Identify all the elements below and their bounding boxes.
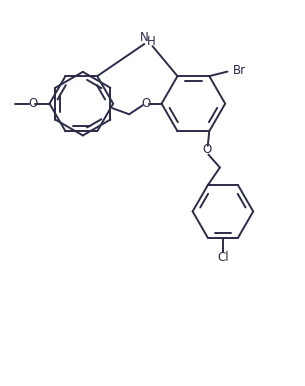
- Text: Cl: Cl: [217, 251, 229, 264]
- Text: O: O: [203, 144, 212, 156]
- Text: Br: Br: [233, 64, 246, 77]
- Text: O: O: [141, 97, 150, 110]
- Text: O: O: [28, 97, 38, 110]
- Text: N: N: [140, 31, 149, 44]
- Text: H: H: [147, 35, 155, 48]
